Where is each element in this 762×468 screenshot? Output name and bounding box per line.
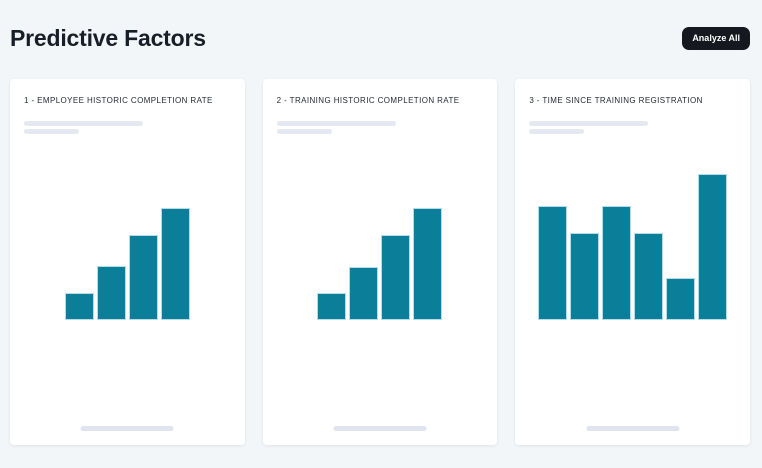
skeleton-text-block xyxy=(24,121,231,134)
bar xyxy=(160,208,190,320)
analyze-all-button[interactable]: Analyze All xyxy=(682,26,750,50)
skeleton-line xyxy=(24,129,79,134)
page-title: Predictive Factors xyxy=(10,24,206,51)
bar-chart xyxy=(263,208,498,320)
skeleton-footer-line xyxy=(586,426,680,431)
page-header: Predictive Factors Analyze All xyxy=(10,26,750,50)
bar xyxy=(128,235,158,320)
skeleton-line xyxy=(24,121,143,126)
skeleton-text-block xyxy=(529,121,736,134)
bar xyxy=(666,278,696,320)
skeleton-line xyxy=(276,121,396,126)
bar xyxy=(602,206,632,320)
factor-card-1: 1 - EMPLOYEE HISTORIC COMPLETION RATE xyxy=(10,79,245,445)
cards-grid: 1 - EMPLOYEE HISTORIC COMPLETION RATE 2 … xyxy=(10,79,750,445)
skeleton-footer-line xyxy=(80,426,174,431)
bar-chart xyxy=(515,174,750,320)
skeleton-line xyxy=(529,129,585,134)
bar xyxy=(570,233,600,320)
skeleton-text-block xyxy=(276,121,484,134)
factor-card-title: 3 - TIME SINCE TRAINING REGISTRATION xyxy=(529,96,703,105)
skeleton-line xyxy=(529,121,649,126)
factor-card-title: 2 - TRAINING HISTORIC COMPLETION RATE xyxy=(276,96,460,105)
bar xyxy=(64,293,94,320)
factor-card-2: 2 - TRAINING HISTORIC COMPLETION RATE xyxy=(262,79,498,445)
bar xyxy=(538,206,568,320)
skeleton-footer-line xyxy=(333,426,427,431)
bar xyxy=(634,233,664,320)
factor-card-3: 3 - TIME SINCE TRAINING REGISTRATION xyxy=(515,79,750,445)
bar xyxy=(413,208,443,320)
bar xyxy=(317,293,347,320)
skeleton-line xyxy=(276,129,332,134)
bar xyxy=(96,266,126,320)
bar xyxy=(698,174,728,320)
bar xyxy=(349,267,379,320)
factor-card-title: 1 - EMPLOYEE HISTORIC COMPLETION RATE xyxy=(24,96,213,105)
bar xyxy=(381,235,411,320)
bar-chart xyxy=(10,208,245,320)
